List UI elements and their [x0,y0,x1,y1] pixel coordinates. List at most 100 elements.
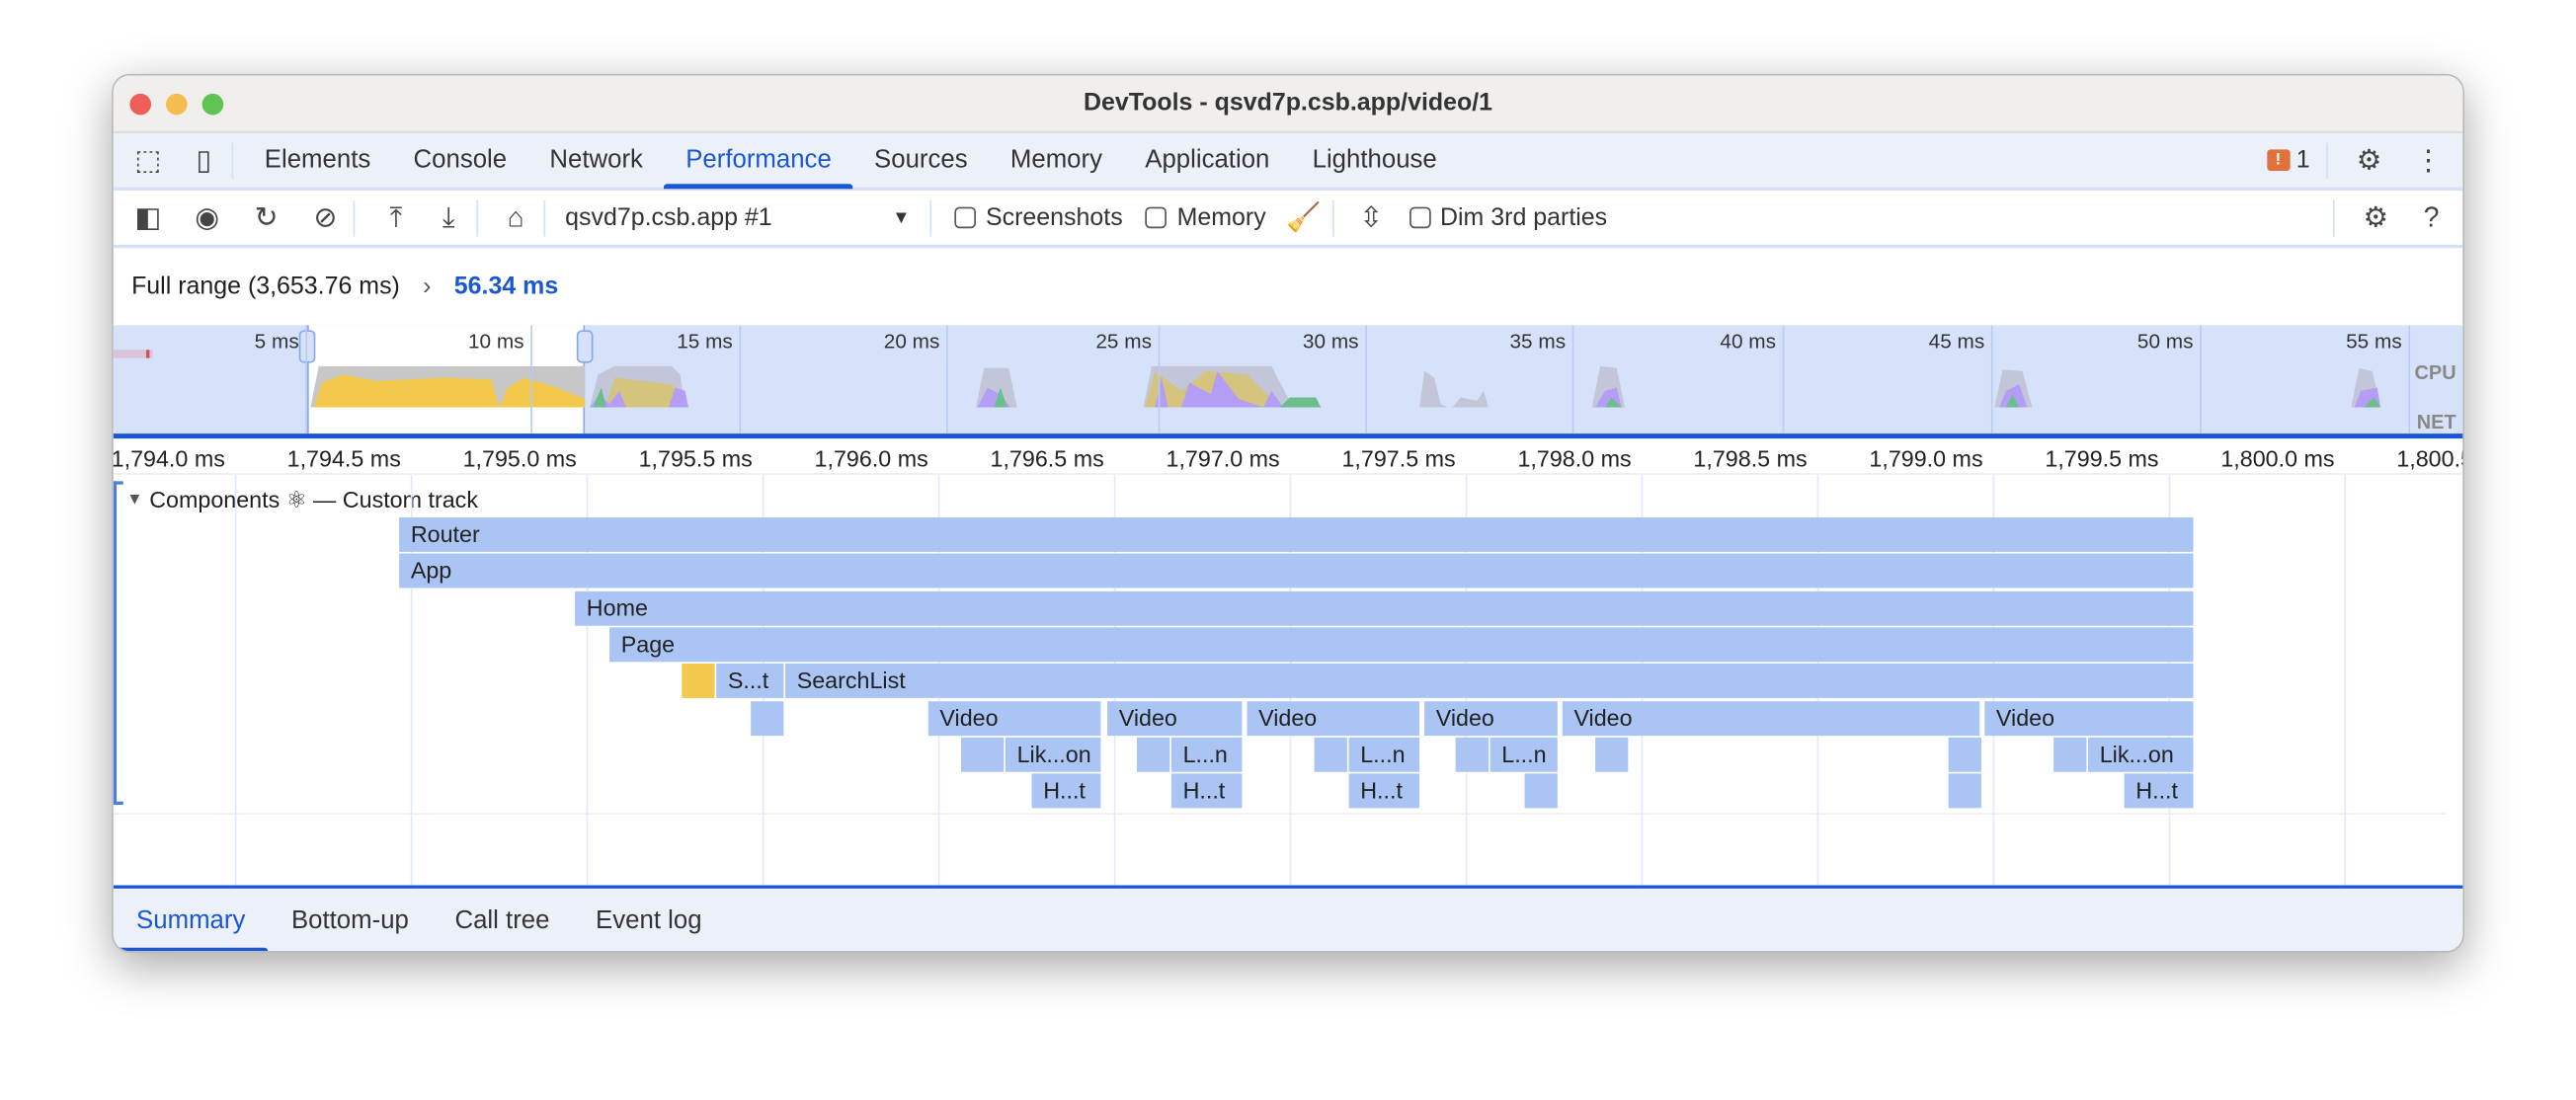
tab-lighthouse[interactable]: Lighthouse [1312,146,1437,175]
overview-tick-label: 40 ms [1720,330,1777,354]
tab-sources[interactable]: Sources [874,146,968,175]
flame-bar[interactable] [1948,773,1981,809]
time-ruler: 1,794.0 ms 1,794.5 ms 1,795.0 ms 1,795.5 ms… [113,433,2463,475]
track-bracket [113,481,123,806]
flame-bar-app[interactable]: App [399,554,2194,589]
tab-event-log[interactable]: Event log [596,906,702,935]
flame-bar-video[interactable]: Video [1562,700,1980,736]
target-select[interactable]: qsvd7p.csb.app #1 ▼ [565,203,910,231]
more-options-icon[interactable]: ⋮ [2414,143,2443,176]
memory-label: Memory [1176,203,1266,232]
home-icon[interactable]: ⌂ [507,200,524,233]
overview-tick-label: 20 ms [883,330,940,354]
tab-application[interactable]: Application [1145,146,1270,175]
flame-bar[interactable] [1314,737,1347,772]
ruler-tick-label: 1,799.0 ms [1869,444,1983,472]
capture-settings-gear-icon[interactable]: ⚙ [2363,200,2388,233]
breadcrumb: Full range (3,653.76 ms) › 56.34 ms [114,248,2463,325]
selection-handle-left[interactable] [298,330,316,363]
tab-call-tree[interactable]: Call tree [454,906,550,935]
flame-bar[interactable] [1455,737,1489,772]
flame-bar-video[interactable]: Video [1424,700,1558,736]
flame-bar-ht[interactable]: H...t [1348,773,1420,809]
flame-bar-page[interactable]: Page [609,627,2194,663]
tab-network[interactable]: Network [549,146,643,175]
flame-bar[interactable] [1137,737,1170,772]
flame-bar[interactable] [961,737,1005,772]
flame-bar-video[interactable]: Video [1247,700,1420,736]
tab-bottom-up[interactable]: Bottom-up [290,906,409,935]
flame-bar-video[interactable]: Video [1107,700,1243,736]
overview-gridline [1365,325,1367,434]
window-title: DevTools - qsvd7p.csb.app/video/1 [1083,88,1493,118]
performance-toolbar: ◧ ◉ ↻ ⊘ ⤒ ⤓ ⌂ qsvd7p.csb.app #1 ▼ Screen… [113,191,2463,249]
overview-tick-label: 50 ms [2136,330,2194,354]
issues-button[interactable]: ! 1 [2266,146,2310,174]
memory-checkbox[interactable]: Memory [1145,203,1266,232]
flame-bar[interactable] [682,664,715,699]
breadcrumb-current[interactable]: 56.34 ms [453,273,559,301]
device-toolbar-icon[interactable]: ▯ [196,143,212,176]
settings-gear-icon[interactable]: ⚙ [2356,143,2382,176]
upload-icon[interactable]: ⤒ [389,200,403,233]
issue-icon: ! [2266,149,2291,171]
flame-bar-ln[interactable]: L...n [1170,737,1243,772]
flame-bar-router[interactable]: Router [399,516,2194,552]
tab-memory[interactable]: Memory [1009,146,1102,175]
flame-bar-ht[interactable]: H...t [1170,773,1243,809]
record-icon[interactable]: ◉ [195,200,219,233]
dim-3rd-parties-checkbox[interactable]: Dim 3rd parties [1409,203,1608,232]
minimize-button[interactable] [165,93,188,116]
tab-console[interactable]: Console [413,146,508,175]
flame-bar-home[interactable]: Home [575,590,2194,626]
gridline [234,474,237,886]
overview-tick-label: 30 ms [1302,330,1359,354]
garbage-collect-broom-icon[interactable]: 🧹 [1286,200,1322,233]
tab-elements[interactable]: Elements [264,146,371,175]
flame-bar[interactable] [1524,773,1558,809]
selection-handle-right[interactable] [576,330,594,363]
tab-summary[interactable]: Summary [113,892,270,952]
tab-performance[interactable]: Performance [664,133,853,190]
flame-bar-ln[interactable]: L...n [1489,737,1558,772]
ruler-tick-label: 1,796.5 ms [990,444,1104,472]
clear-icon[interactable]: ⊘ [313,200,338,233]
download-icon[interactable]: ⤓ [442,200,455,233]
timeline-overview[interactable]: CPU NET 5 ms 10 ms 15 ms 20 ms 25 ms 30 ms 35 … [113,325,2463,434]
flame-bar-likon[interactable]: Lik...on [2088,737,2194,772]
collapse-tracks-icon[interactable]: ⇳ [1359,200,1383,233]
ruler-tick-label: 1,797.5 ms [1341,444,1456,472]
screenshots-label: Screenshots [985,203,1123,232]
dim-3rd-parties-label: Dim 3rd parties [1439,203,1608,232]
reload-record-icon[interactable]: ↻ [254,200,279,233]
sidebar-toggle-icon[interactable]: ◧ [134,200,162,233]
overview-tick-label: 15 ms [677,330,733,354]
overview-tick-label: 5 ms [254,330,299,354]
close-button[interactable] [129,93,152,116]
track-header[interactable]: ▼ Components ⚛ — Custom track [126,486,478,513]
flame-bar-ht[interactable]: H...t [2124,773,2194,809]
flame-bar-likon[interactable]: Lik...on [1005,737,1101,772]
flame-bar-ht[interactable]: H...t [1031,773,1101,809]
flame-bar[interactable] [1595,737,1629,772]
ruler-tick-label: 1,795.5 ms [638,444,753,472]
ruler-tick-label: 1,794.5 ms [286,444,401,472]
flame-chart[interactable]: ▼ Components ⚛ — Custom track Router App H… [113,474,2463,886]
zoom-button[interactable] [201,93,224,116]
gridline [410,474,413,886]
screenshots-checkbox[interactable]: Screenshots [954,203,1123,232]
flame-bar[interactable] [1948,737,1981,772]
dropdown-arrow-icon: ▼ [892,207,911,228]
gridline [586,474,589,886]
flame-bar[interactable] [2053,737,2087,772]
flame-bar-ln[interactable]: L...n [1348,737,1420,772]
breadcrumb-full-range[interactable]: Full range (3,653.76 ms) [131,273,400,301]
flame-bar[interactable] [751,700,784,736]
ruler-tick-label: 1,796.0 ms [814,444,928,472]
flame-bar-st[interactable]: S...t [716,664,784,699]
flame-bar-video[interactable]: Video [1984,700,2194,736]
inspect-element-icon[interactable]: ⬚ [134,143,162,176]
flame-bar-searchlist[interactable]: SearchList [785,664,2194,699]
flame-bar-video[interactable]: Video [927,700,1101,736]
help-icon[interactable]: ? [2423,200,2440,233]
